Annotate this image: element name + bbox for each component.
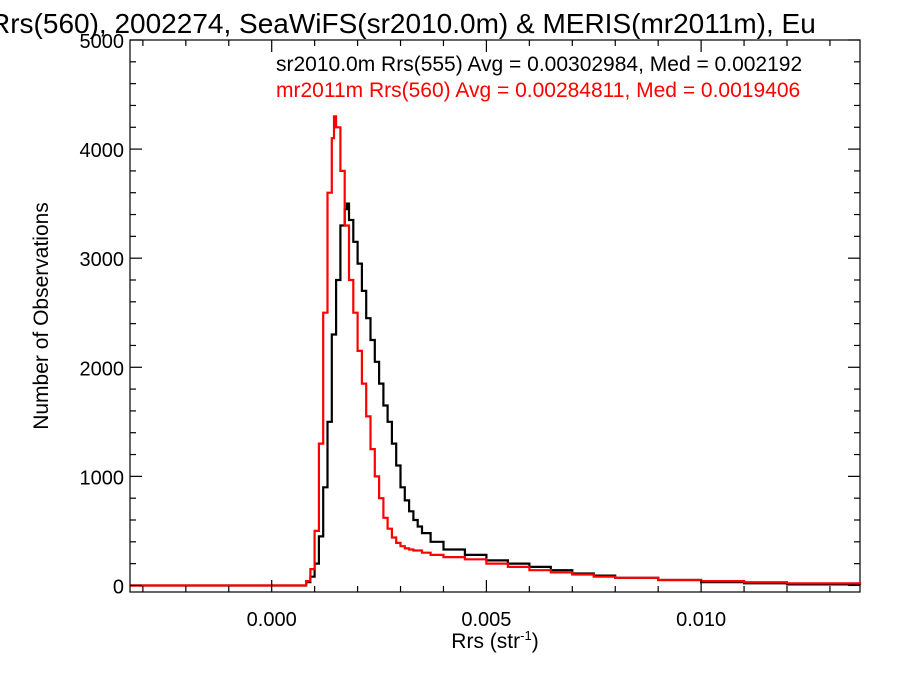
series-layer [130, 115, 862, 587]
x-axis-label: Rrs (str-1) [451, 628, 538, 653]
tick-layer: 0.000 0.005 0.010 0 1000 2000 3000 4000 5000 [80, 31, 860, 631]
y-tick-label: 3000 [80, 249, 125, 271]
x-axis-label-superscript: -1 [520, 628, 532, 643]
x-tick-label: 0.005 [461, 609, 511, 631]
x-axis-label-text: Rrs (str [451, 630, 520, 653]
y-axis-label: Number of Observations [30, 202, 53, 430]
series-line-1 [130, 115, 862, 587]
x-axis-label-suffix: ) [532, 630, 539, 653]
annotation-mr2011-stats: mr2011m Rrs(560) Avg = 0.00284811, Med =… [276, 79, 800, 102]
y-tick-label: 0 [113, 576, 124, 598]
plot-frame [129, 39, 861, 593]
y-tick-label: 2000 [80, 358, 125, 380]
chart-title: Rrs(560), 2002274, SeaWiFS(sr2010.0m) & … [0, 8, 816, 39]
y-tick-label: 1000 [80, 467, 125, 489]
y-tick-label: 4000 [80, 140, 125, 162]
x-tick-label: 0.010 [676, 609, 726, 631]
y-tick-label: 5000 [80, 31, 125, 53]
annotation-sr2010-stats: sr2010.0m Rrs(555) Avg = 0.00302984, Med… [276, 53, 802, 76]
series-line-0 [130, 202, 862, 587]
x-tick-label: 0.000 [247, 609, 297, 631]
